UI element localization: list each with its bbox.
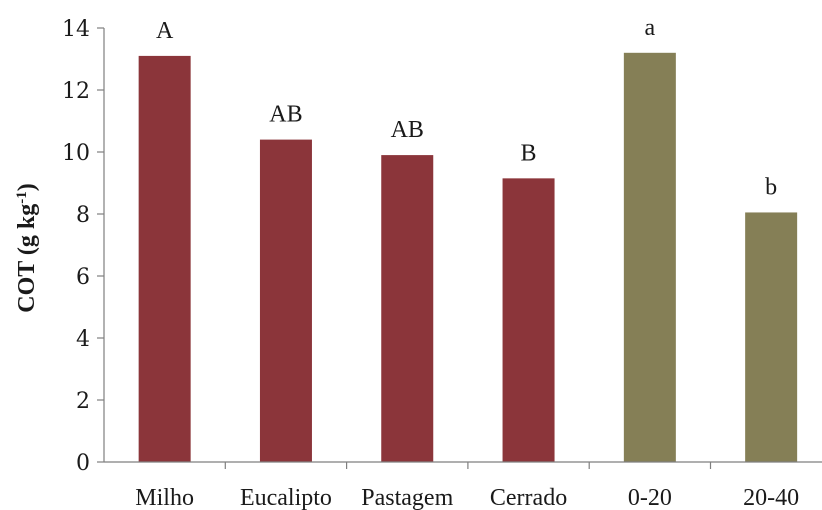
y-tick-label: 10 — [62, 141, 90, 166]
y-tick-label: 14 — [62, 17, 90, 42]
x-category-label: 20-40 — [743, 485, 799, 510]
x-axis-category-labels: Milho Eucalipto Pastagem Cerrado 0-20 20-40 — [135, 485, 799, 510]
y-tick-label: 6 — [76, 265, 90, 290]
y-axis-title: COT (g kg-1) — [14, 183, 40, 312]
bar-letter-label: AB — [391, 117, 424, 143]
bars-group — [138, 52, 798, 463]
y-axis-title-text: COT (g kg-1) — [14, 183, 40, 312]
y-tick-label: 12 — [62, 79, 90, 104]
y-tick-label: 4 — [76, 327, 90, 352]
bar-pastagem — [381, 155, 434, 462]
x-axis-ticks — [224, 462, 712, 469]
bar-cerrado — [502, 178, 555, 462]
y-axis-ticks: 0 2 4 6 8 10 12 14 — [62, 17, 104, 476]
x-category-label: Cerrado — [490, 485, 567, 510]
y-tick-label: 8 — [76, 203, 90, 228]
x-category-label: Milho — [135, 485, 194, 510]
bar-letter-label: A — [156, 18, 174, 44]
x-category-label: Eucalipto — [240, 485, 332, 510]
x-category-label: Pastagem — [361, 485, 453, 510]
x-category-label: 0-20 — [628, 485, 672, 510]
bar-letter-label: AB — [269, 102, 302, 128]
bar-letter-labels: A AB AB Ba b — [156, 15, 777, 201]
bar-0-20 — [623, 52, 676, 463]
y-tick-label: 2 — [76, 389, 90, 414]
bar-milho — [138, 55, 191, 463]
bar-letter-label: a — [645, 15, 656, 41]
y-tick-label: 0 — [76, 451, 90, 476]
bar-20-40 — [745, 212, 798, 462]
bar-letter-label: b — [765, 174, 777, 200]
bar-letter-label: B — [521, 140, 537, 166]
bar-eucalipto — [259, 139, 312, 462]
